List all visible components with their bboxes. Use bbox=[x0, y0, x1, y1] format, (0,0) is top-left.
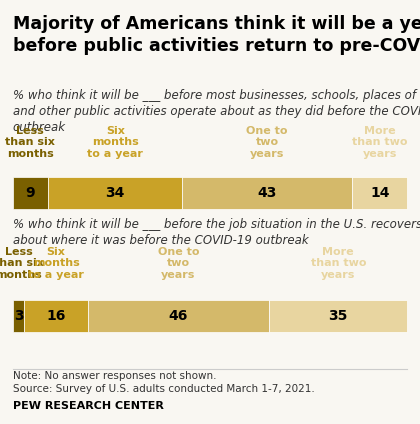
Text: More
than two
years: More than two years bbox=[310, 247, 366, 280]
Text: One to
two
years: One to two years bbox=[247, 126, 288, 159]
Text: % who think it will be ___ before most businesses, schools, places of worship
an: % who think it will be ___ before most b… bbox=[13, 89, 420, 134]
Text: Six
months
to a year: Six months to a year bbox=[28, 247, 84, 280]
FancyBboxPatch shape bbox=[48, 177, 182, 209]
Text: 35: 35 bbox=[328, 309, 348, 323]
FancyBboxPatch shape bbox=[182, 177, 352, 209]
Text: One to
two
years: One to two years bbox=[158, 247, 199, 280]
Text: 16: 16 bbox=[46, 309, 66, 323]
Text: 9: 9 bbox=[26, 186, 35, 200]
Text: 43: 43 bbox=[257, 186, 277, 200]
FancyBboxPatch shape bbox=[352, 177, 407, 209]
Text: 3: 3 bbox=[14, 309, 24, 323]
FancyBboxPatch shape bbox=[269, 300, 407, 332]
Text: Less
than six
months: Less than six months bbox=[0, 247, 43, 280]
Text: Six
months
to a year: Six months to a year bbox=[87, 126, 143, 159]
FancyBboxPatch shape bbox=[88, 300, 269, 332]
Text: 34: 34 bbox=[105, 186, 125, 200]
FancyBboxPatch shape bbox=[13, 300, 24, 332]
FancyBboxPatch shape bbox=[13, 177, 48, 209]
Text: More
than two
years: More than two years bbox=[352, 126, 407, 159]
Text: 14: 14 bbox=[370, 186, 389, 200]
Text: Majority of Americans think it will be a year or more
before public activities r: Majority of Americans think it will be a… bbox=[13, 15, 420, 55]
Text: % who think it will be ___ before the job situation in the U.S. recovers to
abou: % who think it will be ___ before the jo… bbox=[13, 218, 420, 247]
FancyBboxPatch shape bbox=[24, 300, 88, 332]
Text: Less
than six
months: Less than six months bbox=[5, 126, 55, 159]
Text: 46: 46 bbox=[169, 309, 188, 323]
Text: PEW RESEARCH CENTER: PEW RESEARCH CENTER bbox=[13, 401, 163, 411]
Text: Note: No answer responses not shown.
Source: Survey of U.S. adults conducted Mar: Note: No answer responses not shown. Sou… bbox=[13, 371, 314, 394]
